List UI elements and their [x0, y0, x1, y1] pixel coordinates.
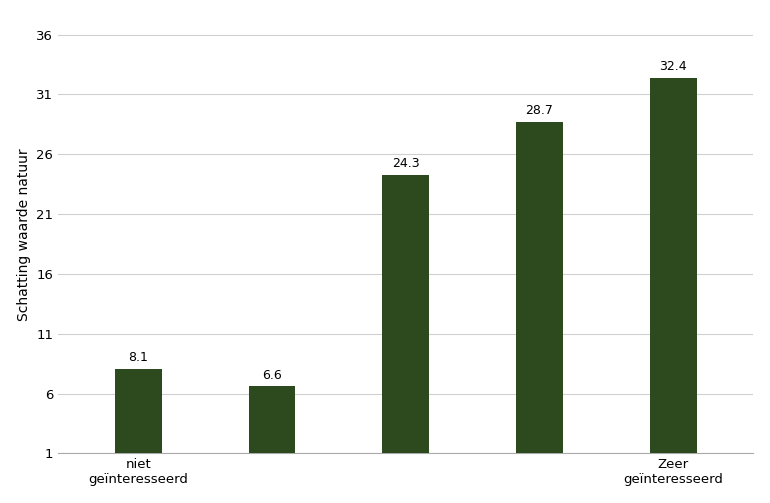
Text: 6.6: 6.6 — [262, 369, 282, 382]
Text: 32.4: 32.4 — [659, 60, 687, 73]
Bar — [650, 77, 697, 454]
Bar — [115, 369, 162, 454]
Text: 8.1: 8.1 — [129, 351, 149, 364]
Text: 28.7: 28.7 — [525, 104, 554, 117]
Text: 24.3: 24.3 — [392, 157, 420, 170]
Y-axis label: Schatting waarde natuur: Schatting waarde natuur — [17, 149, 31, 321]
Bar — [516, 122, 563, 454]
Bar — [249, 386, 296, 454]
Bar — [383, 175, 429, 454]
